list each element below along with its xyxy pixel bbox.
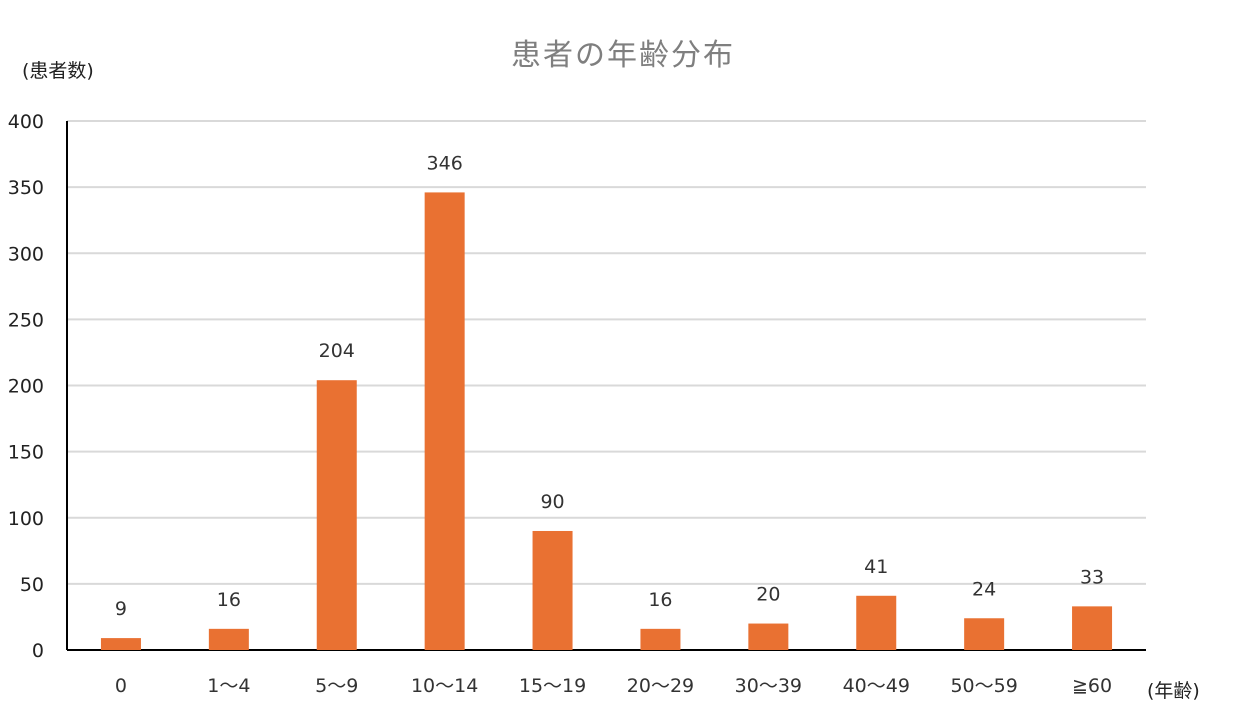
y-tick-label: 300 — [8, 243, 44, 265]
bar — [964, 618, 1005, 650]
chart-title: 患者の年齢分布 — [511, 38, 735, 73]
bar — [100, 638, 141, 650]
data-label: 33 — [1080, 566, 1104, 588]
y-tick-label: 0 — [32, 640, 44, 662]
data-label: 204 — [319, 340, 355, 362]
y-tick-label: 50 — [20, 574, 44, 596]
bar — [424, 192, 465, 651]
y-tick-label: 250 — [8, 309, 44, 331]
bar — [532, 530, 573, 650]
x-tick-label: 20～29 — [627, 675, 694, 697]
data-label: 16 — [217, 589, 241, 611]
x-tick-label: 5～9 — [315, 675, 358, 697]
x-tick-label: 1～4 — [207, 675, 250, 697]
bar — [1072, 606, 1113, 650]
data-label: 90 — [540, 491, 564, 513]
bar — [316, 380, 357, 650]
y-tick-label: 200 — [8, 376, 44, 398]
y-tick-label: 150 — [8, 442, 44, 464]
x-tick-label: 30～39 — [735, 675, 802, 697]
bar — [856, 595, 897, 650]
x-tick-label: 40～49 — [843, 675, 910, 697]
x-axis-unit-label: (年齢) — [1147, 680, 1200, 702]
x-tick-label: 50～59 — [950, 675, 1017, 697]
data-label: 9 — [115, 598, 127, 620]
x-tick-label: 0 — [115, 675, 127, 697]
data-label: 41 — [864, 556, 888, 578]
x-tick-label: 10～14 — [411, 675, 478, 697]
x-tick-label: 15～19 — [519, 675, 586, 697]
data-label: 24 — [972, 578, 996, 600]
data-label: 346 — [427, 152, 463, 174]
data-label: 20 — [756, 584, 780, 606]
y-tick-label: 350 — [8, 177, 44, 199]
y-tick-label: 100 — [8, 508, 44, 530]
y-tick-label: 400 — [8, 111, 44, 133]
data-label: 16 — [648, 589, 672, 611]
bar — [640, 628, 681, 650]
bar — [208, 628, 249, 650]
bar — [748, 623, 789, 650]
x-tick-label: ≧60 — [1072, 675, 1112, 697]
y-axis-unit-label: (患者数) — [22, 60, 94, 82]
